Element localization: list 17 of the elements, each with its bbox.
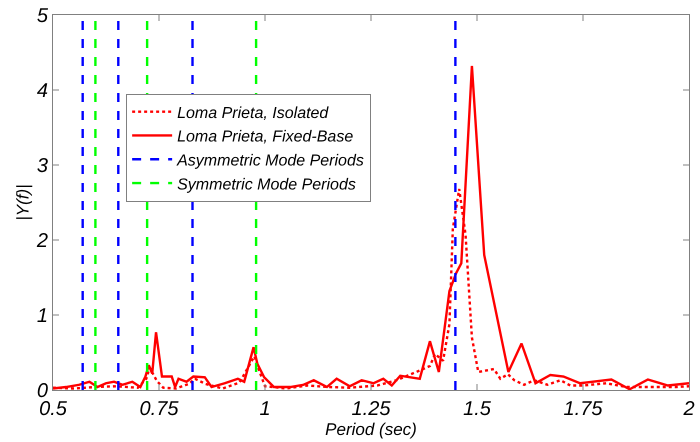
x-tick-label: 1.75 [564,398,604,420]
x-tick-label: 1.5 [463,398,492,420]
legend-label: Loma Prieta, Fixed-Base [177,128,354,146]
legend-label: Symmetric Mode Periods [177,176,356,194]
y-tick-label: 1 [36,305,48,327]
x-tick-label: 0.75 [140,398,180,420]
y-axis-title: |Y(f)| [13,184,32,221]
y-tick-label: 3 [36,155,48,177]
x-tick-label: 1 [259,398,271,420]
y-tick-label: 2 [36,230,48,252]
x-axis-title: Period (sec) [325,420,417,439]
legend-label: Loma Prieta, Isolated [177,104,330,122]
x-tick-label: 1.25 [352,398,392,420]
legend-label: Asymmetric Mode Periods [176,152,364,170]
y-tick-label: 5 [36,5,49,27]
y-tick-label: 4 [36,80,48,102]
x-tick-label: 2 [682,398,695,420]
